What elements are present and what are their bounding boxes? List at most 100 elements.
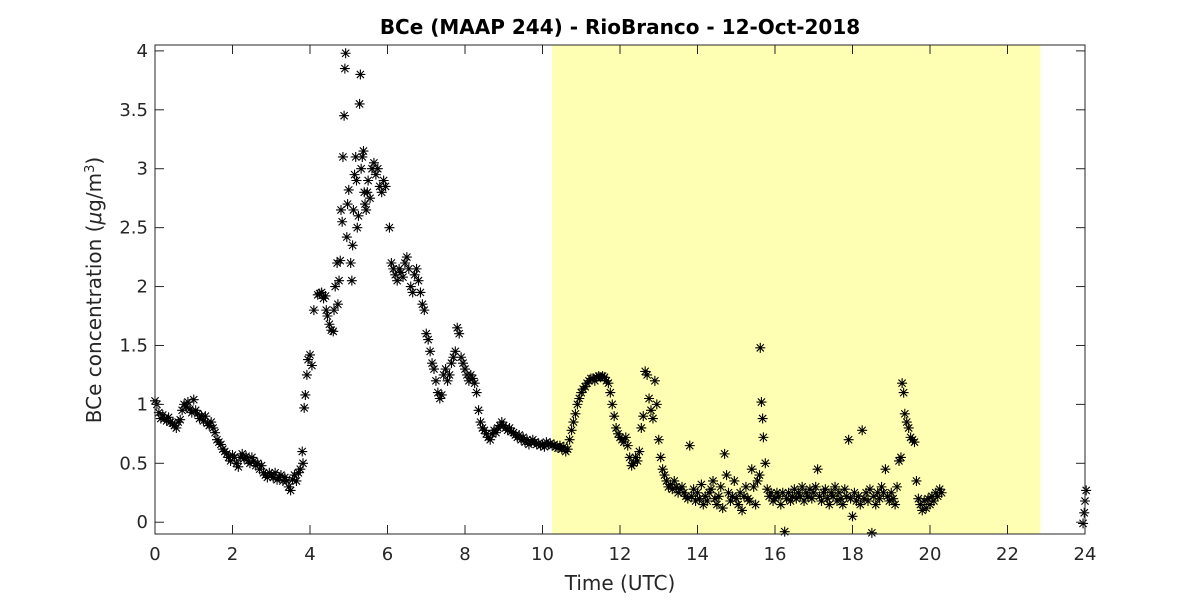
x-tick-label: 16 <box>764 544 787 565</box>
data-point <box>787 491 798 502</box>
data-point <box>719 448 730 459</box>
data-point <box>609 411 620 422</box>
data-point <box>824 499 835 510</box>
data-point <box>773 491 784 502</box>
data-point <box>895 452 906 463</box>
data-point <box>188 394 199 405</box>
data-point <box>413 275 424 286</box>
data-point <box>853 491 864 502</box>
data-point <box>360 199 371 210</box>
x-tick-label: 20 <box>919 544 942 565</box>
data-point <box>781 493 792 504</box>
data-point <box>923 493 934 504</box>
data-point <box>303 354 314 365</box>
data-point <box>729 475 740 486</box>
data-point <box>421 328 432 339</box>
y-label-after: ) <box>82 157 106 165</box>
data-point <box>171 422 182 433</box>
data-point <box>1079 507 1090 518</box>
data-point <box>229 452 240 463</box>
data-point <box>355 69 366 80</box>
data-point <box>361 204 372 215</box>
data-point <box>737 505 748 516</box>
data-point <box>554 440 565 451</box>
data-point <box>163 412 174 423</box>
y-axis: 0 0.5 1 1.5 2 2.5 3 3.5 4 <box>119 41 1085 533</box>
data-point <box>694 493 705 504</box>
data-point <box>837 499 848 510</box>
data-point <box>775 499 786 510</box>
data-point <box>514 430 525 441</box>
data-point <box>859 493 870 504</box>
data-point <box>921 503 932 514</box>
data-point <box>471 387 482 398</box>
data-point <box>363 175 374 186</box>
y-axis-label: BCe concentration (μg/m3) <box>82 157 106 423</box>
data-point <box>365 193 376 204</box>
data-point <box>204 420 215 431</box>
data-point <box>262 472 273 483</box>
data-point <box>801 487 811 498</box>
data-point <box>442 375 453 386</box>
data-point <box>558 441 569 452</box>
data-point <box>731 493 742 504</box>
data-point <box>640 366 651 377</box>
data-point <box>475 417 486 428</box>
data-point <box>810 481 821 492</box>
data-point <box>434 393 445 404</box>
data-point <box>690 496 701 507</box>
data-point <box>757 413 768 424</box>
x-tick-label: 10 <box>531 544 554 565</box>
data-point <box>427 358 438 369</box>
data-point <box>496 417 507 428</box>
data-point <box>350 151 361 162</box>
data-point <box>709 493 720 504</box>
data-point <box>657 464 668 475</box>
data-point <box>401 252 412 263</box>
chart-title: BCe (MAAP 244) - RioBranco - 12-Oct-2018 <box>380 15 860 39</box>
data-point <box>342 199 353 210</box>
data-point <box>358 146 369 157</box>
data-point <box>580 381 591 392</box>
x-tick-label: 22 <box>996 544 1019 565</box>
data-point <box>206 417 217 428</box>
data-point <box>417 299 428 310</box>
data-point <box>886 487 897 498</box>
data-point <box>785 496 796 507</box>
data-point <box>392 275 403 286</box>
data-point <box>766 487 777 498</box>
data-point <box>306 360 317 371</box>
data-point <box>888 493 899 504</box>
data-point <box>299 402 310 413</box>
data-point <box>231 458 242 469</box>
data-point <box>339 110 350 121</box>
data-point <box>415 287 426 298</box>
data-point <box>566 425 577 436</box>
data-point <box>518 432 529 443</box>
data-point <box>678 487 689 498</box>
data-point <box>909 437 920 448</box>
data-point <box>281 475 292 486</box>
data-point <box>835 493 846 504</box>
data-point <box>279 472 290 483</box>
data-point <box>847 511 858 522</box>
y-label-mu: μ <box>82 212 106 226</box>
data-point <box>430 375 441 386</box>
data-point <box>334 275 345 286</box>
data-point <box>892 481 903 492</box>
x-tick-label: 12 <box>609 544 632 565</box>
data-point <box>386 257 397 268</box>
data-point <box>301 369 312 380</box>
data-point <box>677 481 687 492</box>
x-tick-label: 6 <box>382 544 393 565</box>
y-label-before: BCe concentration ( <box>82 225 106 424</box>
data-point <box>210 427 221 438</box>
data-point <box>336 204 346 215</box>
data-point <box>343 184 354 195</box>
data-point <box>192 408 203 419</box>
data-point <box>901 417 912 428</box>
data-point <box>352 222 363 233</box>
data-point <box>863 496 873 507</box>
data-point <box>849 487 860 498</box>
data-point <box>564 434 575 445</box>
